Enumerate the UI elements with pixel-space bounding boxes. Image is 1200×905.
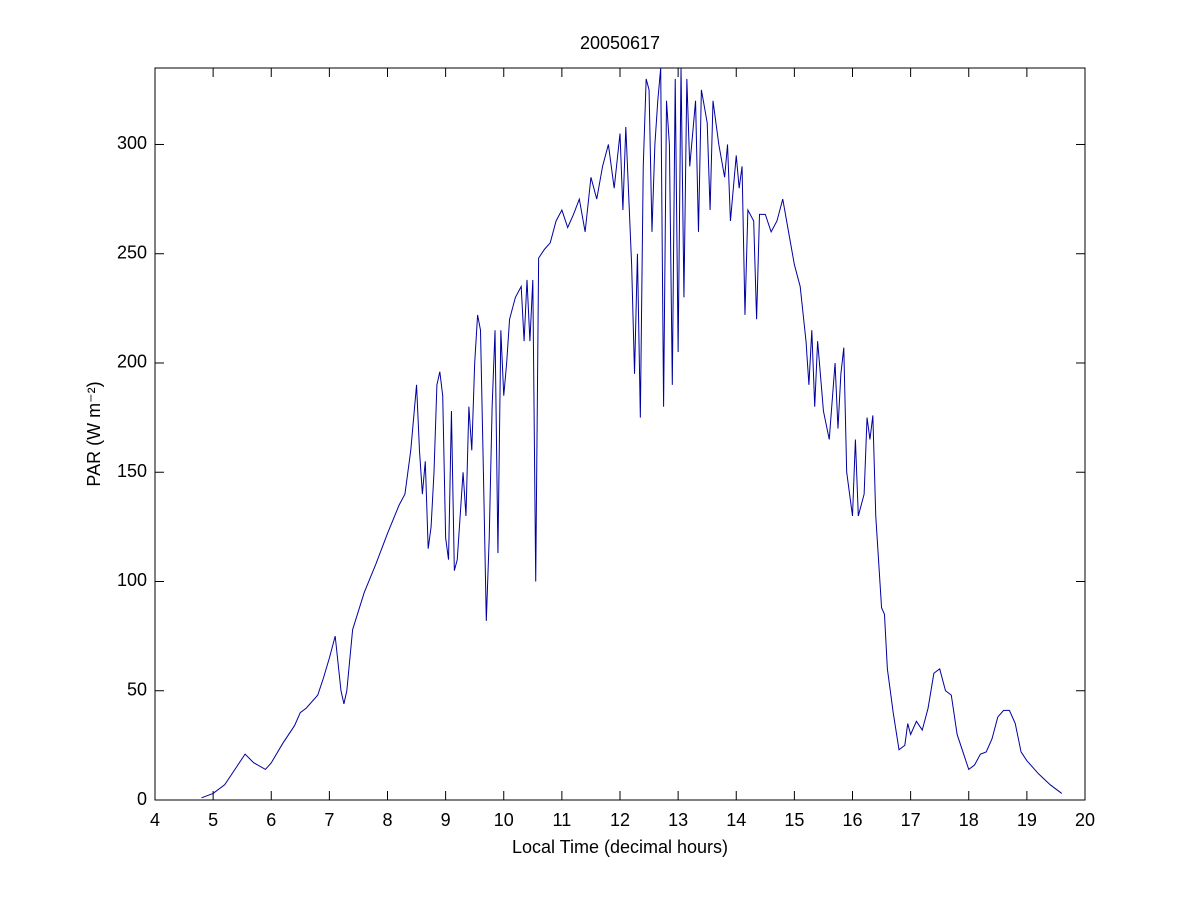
y-tick-label: 200	[117, 352, 147, 372]
x-tick-label: 8	[382, 810, 392, 830]
y-tick-label: 50	[127, 679, 147, 699]
y-tick-label: 300	[117, 133, 147, 153]
x-tick-label: 13	[668, 810, 688, 830]
chart-title: 20050617	[580, 33, 660, 53]
x-tick-label: 14	[726, 810, 746, 830]
x-axis-label: Local Time (decimal hours)	[512, 837, 728, 857]
x-tick-label: 18	[959, 810, 979, 830]
x-tick-label: 11	[553, 810, 572, 830]
data-line	[201, 67, 1063, 799]
x-tick-label: 12	[610, 810, 630, 830]
x-tick-label: 20	[1075, 810, 1095, 830]
y-tick-label: 100	[117, 570, 147, 590]
x-tick-label: 9	[441, 810, 451, 830]
x-tick-label: 15	[784, 810, 804, 830]
y-tick-label: 150	[117, 461, 147, 481]
x-tick-label: 7	[324, 810, 334, 830]
x-tick-label: 17	[901, 810, 921, 830]
x-tick-label: 16	[842, 810, 862, 830]
y-axis-label: PAR (W m⁻²)	[84, 381, 104, 486]
x-tick-label: 4	[150, 810, 160, 830]
x-tick-label: 10	[494, 810, 514, 830]
y-tick-label: 0	[137, 789, 147, 809]
x-tick-label: 5	[208, 810, 218, 830]
x-tick-label: 6	[266, 810, 276, 830]
y-tick-label: 250	[117, 242, 147, 262]
x-tick-label: 19	[1017, 810, 1037, 830]
